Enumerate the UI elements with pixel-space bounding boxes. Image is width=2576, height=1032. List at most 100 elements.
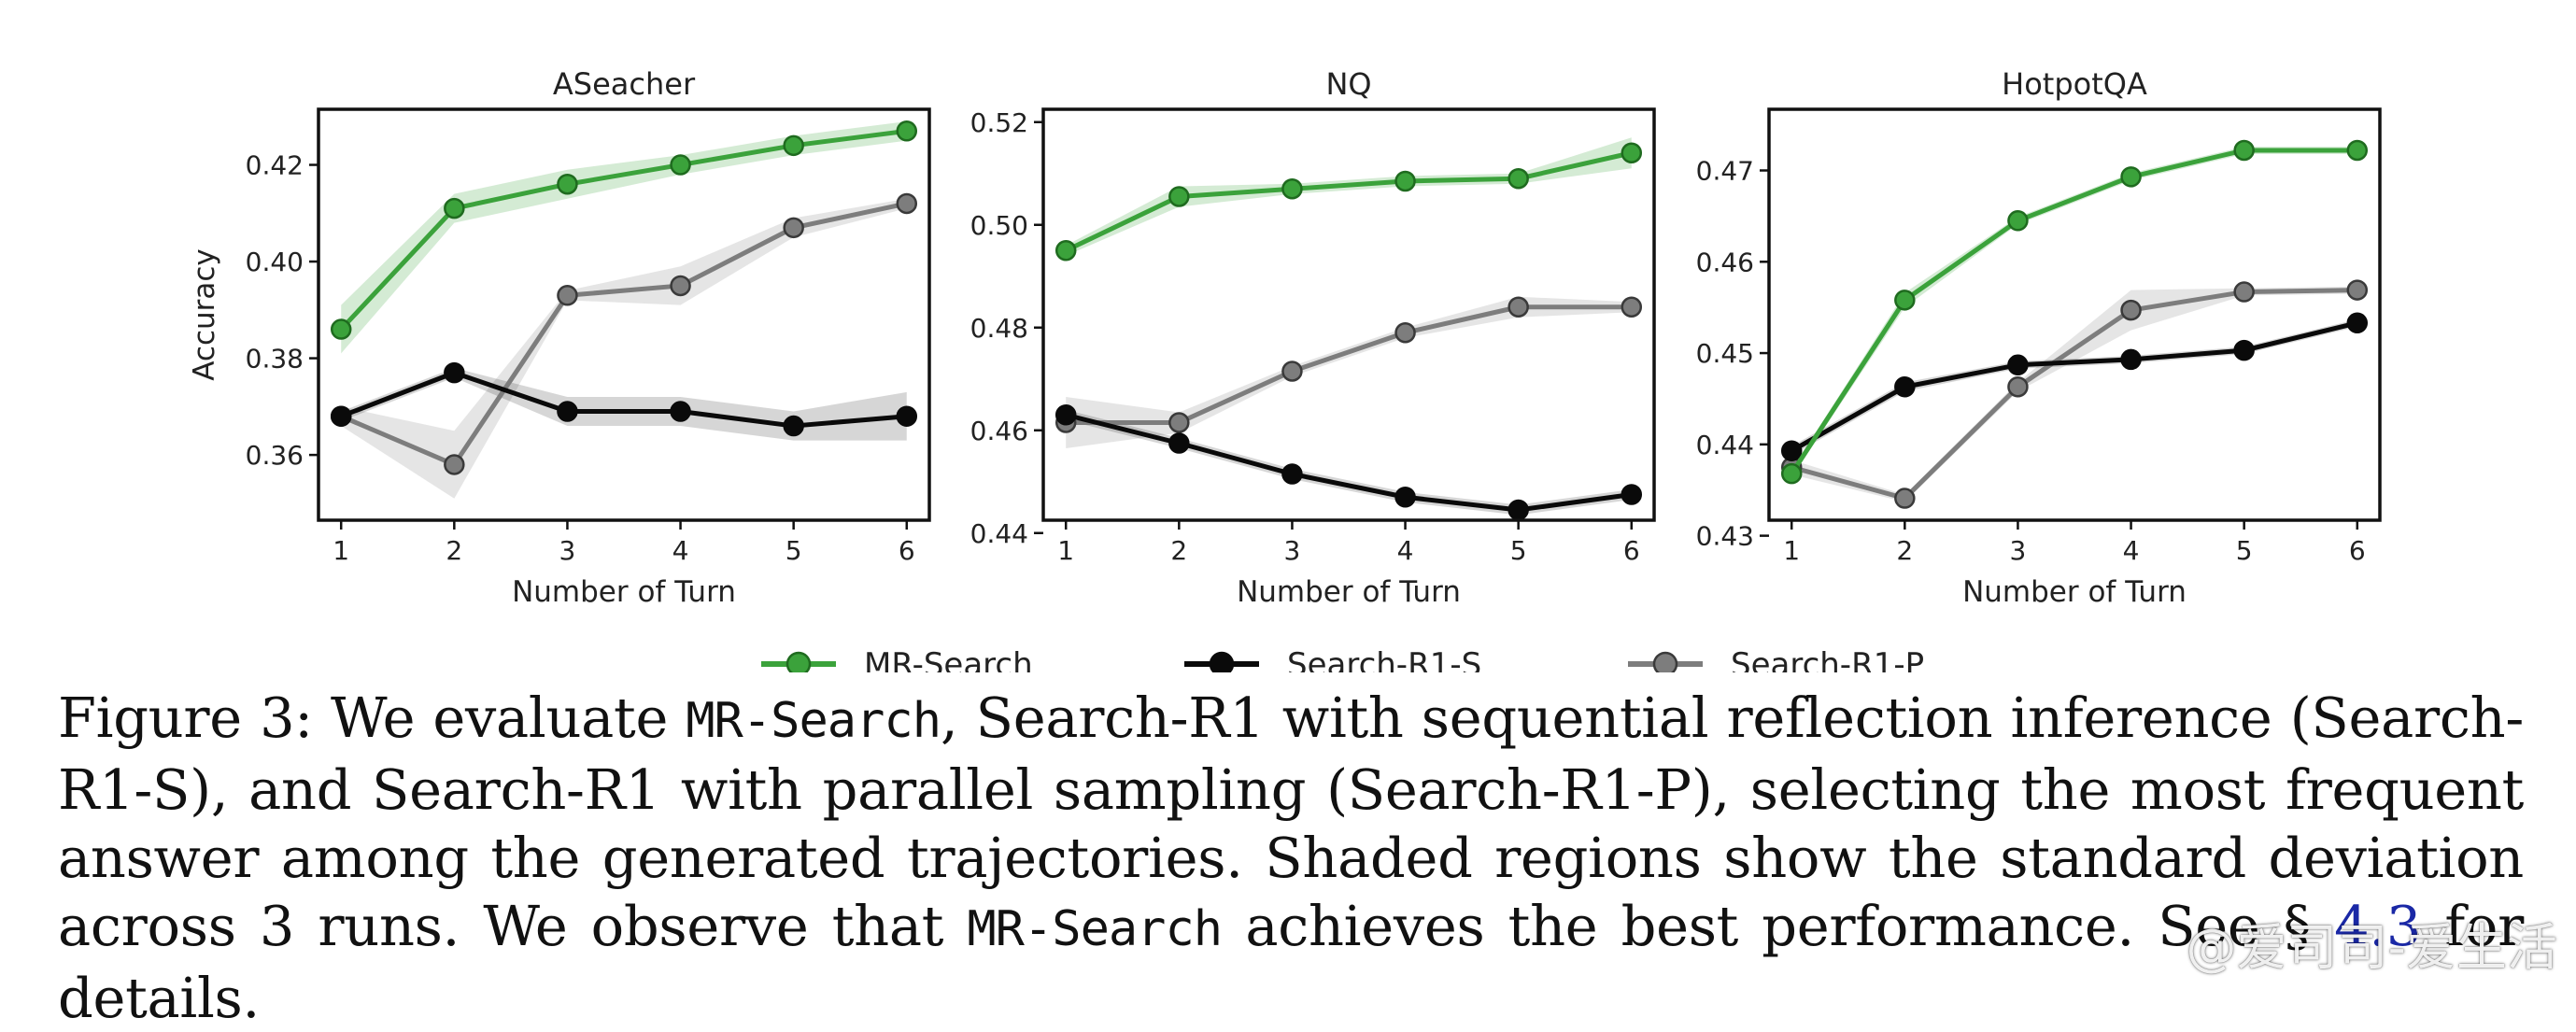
data-point-mr-search (1621, 142, 1643, 163)
y-axis-label: Accuracy (188, 248, 221, 381)
legend-item-search-r1-s: Search-R1-S (1184, 646, 1481, 672)
data-point-search-r1-s (1507, 499, 1529, 521)
y-tick-label: 0.44 (970, 518, 1028, 549)
x-tick-label: 6 (2349, 535, 2366, 566)
y-tick-label: 0.36 (246, 440, 304, 471)
x-tick-label: 5 (1510, 535, 1527, 566)
data-point-mr-search (2007, 210, 2029, 232)
data-point-search-r1-s (330, 405, 352, 427)
std-band-search-r1-p (1791, 286, 2357, 502)
x-tick-label: 6 (1623, 535, 1640, 566)
data-point-mr-search (2346, 139, 2369, 162)
data-point-search-r1-p (2007, 375, 2029, 398)
caption-part-3: achieves the best performance. See § (1222, 894, 2335, 958)
std-band-search-r1-p (1066, 296, 1632, 448)
axes-frame (1767, 107, 2382, 522)
y-tick-label: 0.45 (1696, 338, 1754, 369)
x-tick-label: 5 (2236, 535, 2253, 566)
y-tick-label: 0.46 (1696, 247, 1754, 277)
y-tick-label: 0.52 (970, 107, 1028, 138)
data-point-search-r1-p (1168, 412, 1190, 433)
x-tick-label: 5 (786, 535, 802, 566)
y-tick-label: 0.44 (1696, 430, 1754, 460)
x-tick-label: 2 (446, 535, 462, 566)
data-point-search-r1-p (1621, 296, 1643, 318)
data-point-search-r1-s (444, 361, 465, 384)
data-point-search-r1-p (557, 285, 578, 306)
y-tick-label: 0.40 (246, 247, 304, 277)
caption-part-2: , Search-R1 with sequential reflection i… (58, 686, 2524, 958)
data-point-search-r1-p (783, 217, 804, 239)
x-tick-label: 4 (2123, 535, 2140, 566)
x-tick-label: 1 (1057, 535, 1074, 566)
axes-frame (1041, 107, 1656, 522)
data-point-mr-search (1894, 290, 1916, 311)
series-line-search-r1-p (340, 201, 908, 467)
data-point-search-r1-p (444, 454, 465, 475)
panel-title: ASeacher (553, 66, 696, 102)
caption-method-name-2: MR-Search (967, 901, 1223, 957)
data-point-mr-search (1780, 462, 1803, 485)
legend-item-search-r1-p: Search-R1-P (1628, 646, 1924, 672)
caption-method-name-1: MR-Search (686, 693, 941, 749)
data-point-search-r1-p (2233, 281, 2255, 303)
legend-label: Search-R1-P (1731, 646, 1924, 672)
series-line-search-r1-p (1066, 304, 1632, 425)
legend-marker-swatch (1652, 651, 1678, 672)
data-point-mr-search (1054, 240, 1077, 262)
data-point-search-r1-s (1780, 440, 1803, 461)
figure-caption: Figure 3: We evaluate MR-Search, Search-… (58, 684, 2524, 1032)
data-point-mr-search (557, 173, 578, 195)
panel-title: HotpotQA (2002, 66, 2147, 102)
data-point-mr-search (1507, 168, 1529, 190)
chart-panel-nq: NQ 1 2 3 4 5 6 0.44 0.46 0.48 0.50 0.52 Number of Tu… (970, 66, 1656, 609)
data-point-search-r1-s (1394, 487, 1416, 508)
y-tick-label: 0.42 (246, 150, 304, 181)
series-line-mr-search (1065, 150, 1633, 253)
data-point-search-r1-p (1394, 322, 1416, 344)
std-band-mr-search (341, 120, 907, 354)
figure-canvas: ASeacher 1 2 3 4 5 6 0.36 0.38 0.40 0.42 Number of … (188, 66, 2382, 672)
series-line-mr-search (339, 128, 908, 332)
data-point-search-r1-s (557, 401, 578, 422)
y-tick-label: 0.43 (1696, 521, 1754, 552)
data-point-mr-search (1168, 186, 1190, 207)
chart-panel-hotpotqa: HotpotQA 1 2 3 4 5 6 0.43 0.44 0.45 0.46 0.47 Number… (1696, 66, 2382, 609)
y-tick-label: 0.50 (970, 210, 1028, 241)
x-axis-label: Number of Turn (512, 575, 736, 609)
series-line-search-r1-s (1790, 320, 2358, 453)
x-tick-label: 2 (1896, 535, 1913, 566)
chart-panels: ASeacher 1 2 3 4 5 6 0.36 0.38 0.40 0.42 Number of … (188, 66, 2382, 609)
legend: MR-Search Search-R1-S Search-R1-P (761, 646, 1924, 672)
data-point-search-r1-s (1621, 484, 1643, 505)
data-point-search-r1-p (2346, 279, 2369, 301)
series-line-search-r1-p (1790, 288, 2357, 502)
x-axis-label: Number of Turn (1237, 575, 1461, 609)
data-point-search-r1-s (896, 405, 918, 427)
x-tick-label: 3 (559, 535, 576, 566)
series-line-search-r1-s (340, 370, 907, 429)
data-point-mr-search (2233, 139, 2255, 162)
data-point-search-r1-s (2233, 339, 2255, 361)
chart-panel-aseacher: ASeacher 1 2 3 4 5 6 0.36 0.38 0.40 0.42 Number of … (188, 66, 931, 609)
axes-frame (317, 107, 931, 522)
legend-label: MR-Search (864, 646, 1033, 672)
x-tick-label: 4 (1397, 535, 1414, 566)
section-reference-link[interactable]: 4.3 (2334, 894, 2422, 958)
x-tick-label: 2 (1170, 535, 1187, 566)
y-tick-label: 0.48 (970, 313, 1028, 344)
data-point-mr-search (783, 134, 804, 157)
series-line-mr-search (1790, 148, 2357, 475)
std-band-mr-search (1066, 137, 1632, 256)
data-point-search-r1-p (896, 192, 918, 215)
caption-part-1: Figure 3: We evaluate (58, 686, 686, 750)
data-point-mr-search (444, 197, 465, 219)
data-point-search-r1-p (1894, 488, 1916, 509)
x-tick-label: 4 (672, 535, 689, 566)
y-tick-label: 0.38 (246, 344, 304, 375)
data-point-search-r1-s (1054, 404, 1077, 426)
legend-label: Search-R1-S (1287, 646, 1481, 672)
x-tick-label: 6 (899, 535, 915, 566)
data-point-mr-search (2120, 166, 2142, 188)
data-point-search-r1-p (670, 275, 691, 297)
